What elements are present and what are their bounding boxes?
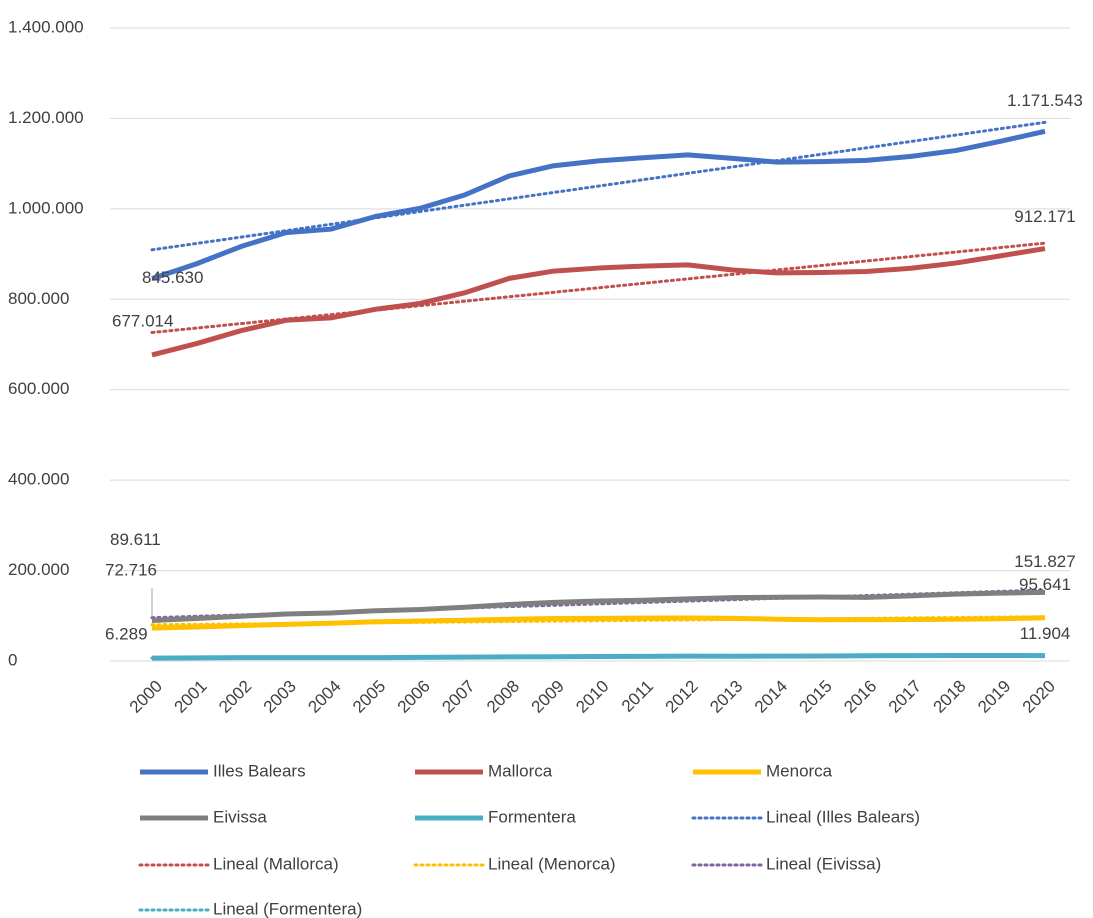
x-tick-label: 2012 <box>662 677 702 717</box>
data-label: 151.827 <box>1014 552 1075 571</box>
x-tick-label: 2011 <box>618 677 657 716</box>
series-line <box>151 615 1046 631</box>
y-tick-label: 600.000 <box>8 379 69 398</box>
series-line <box>151 246 1046 358</box>
x-tick-label: 2008 <box>483 677 523 717</box>
y-tick-label: 1.000.000 <box>8 198 84 217</box>
x-tick-label: 2004 <box>304 677 344 717</box>
x-tick-label: 2009 <box>528 677 568 717</box>
x-tick-label: 2007 <box>438 677 478 717</box>
x-tick-label: 2005 <box>349 677 389 717</box>
data-label: 11.904 <box>1020 624 1071 643</box>
data-label: 6.289 <box>105 625 148 644</box>
x-tick-label: 2000 <box>126 677 166 717</box>
x-tick-label: 2003 <box>260 677 300 717</box>
legend-label: Lineal (Mallorca) <box>213 854 339 873</box>
legend-label: Lineal (Illes Balears) <box>766 807 920 826</box>
x-tick-label: 2006 <box>394 677 434 717</box>
x-tick-label: 2014 <box>751 677 791 717</box>
legend-label: Formentera <box>488 807 576 826</box>
legend-label: Lineal (Formentera) <box>213 899 362 918</box>
data-label: 95.641 <box>1019 575 1071 594</box>
x-tick-label: 2017 <box>885 677 925 717</box>
x-tick-label: 2015 <box>796 677 836 717</box>
y-tick-label: 1.200.000 <box>8 108 84 127</box>
x-tick-label: 2019 <box>974 677 1014 717</box>
x-tick-label: 2016 <box>840 677 880 717</box>
x-tick-label: 2018 <box>930 677 970 717</box>
y-tick-label: 200.000 <box>8 560 69 579</box>
series-line <box>151 589 1046 623</box>
y-tick-label: 0 <box>8 650 17 669</box>
data-label: 845.630 <box>142 268 203 287</box>
series-line <box>151 652 1046 661</box>
legend-label: Lineal (Menorca) <box>488 854 616 873</box>
y-tick-label: 800.000 <box>8 289 69 308</box>
legend-label: Illes Balears <box>213 761 306 780</box>
data-label: 89.611 <box>110 530 161 549</box>
legend-label: Menorca <box>766 761 833 780</box>
legend-label: Eivissa <box>213 807 267 826</box>
x-tick-label: 2013 <box>706 677 746 717</box>
trendline <box>150 120 1047 252</box>
x-tick-label: 2001 <box>170 677 210 717</box>
data-label: 912.171 <box>1014 207 1075 226</box>
x-tick-label: 2020 <box>1019 677 1059 717</box>
data-label: 1.171.543 <box>1007 91 1083 110</box>
x-tick-label: 2010 <box>572 677 612 717</box>
data-label: 677.014 <box>112 311 173 330</box>
y-tick-label: 1.400.000 <box>8 17 84 36</box>
y-tick-label: 400.000 <box>8 470 69 489</box>
x-tick-label: 2002 <box>215 677 255 717</box>
series-line <box>151 128 1046 282</box>
legend-label: Lineal (Eivissa) <box>766 854 881 873</box>
data-label: 72.716 <box>105 561 157 580</box>
legend-label: Mallorca <box>488 761 553 780</box>
